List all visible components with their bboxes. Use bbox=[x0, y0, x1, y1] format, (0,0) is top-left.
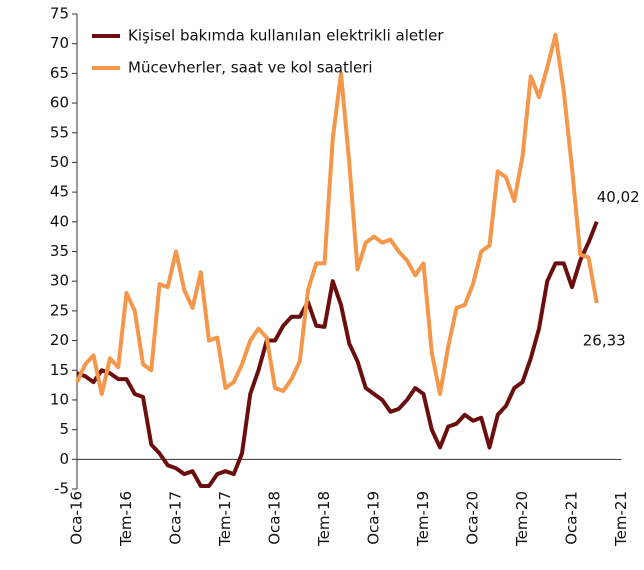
y-tick-label: 65 bbox=[50, 64, 69, 82]
data-label: 26,33 bbox=[583, 331, 626, 349]
legend-label: Mücevherler, saat ve kol saatleri bbox=[128, 59, 373, 77]
y-tick-label: 30 bbox=[50, 272, 69, 290]
y-tick-label: 60 bbox=[50, 94, 69, 112]
y-tick-label: -5 bbox=[54, 480, 69, 498]
y-tick-label: 35 bbox=[50, 242, 69, 260]
x-tick-label: Oca-20 bbox=[464, 491, 482, 545]
x-tick-label: Oca-17 bbox=[167, 491, 185, 545]
x-tick-label: Tem-19 bbox=[414, 491, 432, 547]
y-tick-label: 20 bbox=[50, 331, 69, 349]
x-tick-label: Oca-19 bbox=[365, 491, 383, 545]
series-line bbox=[76, 220, 599, 489]
y-tick-label: 15 bbox=[50, 361, 69, 379]
y-tick-label: 55 bbox=[50, 123, 69, 141]
x-tick-label: Tem-17 bbox=[216, 491, 234, 547]
y-tick-label: 45 bbox=[50, 183, 69, 201]
y-tick-label: 70 bbox=[50, 34, 69, 52]
legend-label: Kişisel bakımda kullanılan elektrikli al… bbox=[128, 27, 444, 45]
y-tick-label: 25 bbox=[50, 301, 69, 319]
data-label: 40,02 bbox=[597, 188, 640, 206]
y-tick-label: 0 bbox=[59, 450, 69, 468]
y-tick-label: 40 bbox=[50, 212, 69, 230]
series-line bbox=[75, 32, 599, 396]
x-tick-label: Oca-16 bbox=[68, 491, 86, 545]
y-tick-label: 75 bbox=[50, 5, 69, 23]
x-tick-label: Tem-16 bbox=[117, 491, 135, 547]
x-tick-label: Tem-18 bbox=[315, 491, 333, 547]
x-tick-label: Oca-18 bbox=[266, 491, 284, 545]
y-tick-label: 10 bbox=[50, 390, 69, 408]
x-tick-label: Oca-21 bbox=[563, 491, 581, 545]
x-tick-label: Tem-20 bbox=[513, 491, 531, 547]
y-tick-label: 5 bbox=[59, 420, 69, 438]
y-tick-label: 50 bbox=[50, 153, 69, 171]
x-tick-label: Tem-21 bbox=[612, 491, 630, 547]
